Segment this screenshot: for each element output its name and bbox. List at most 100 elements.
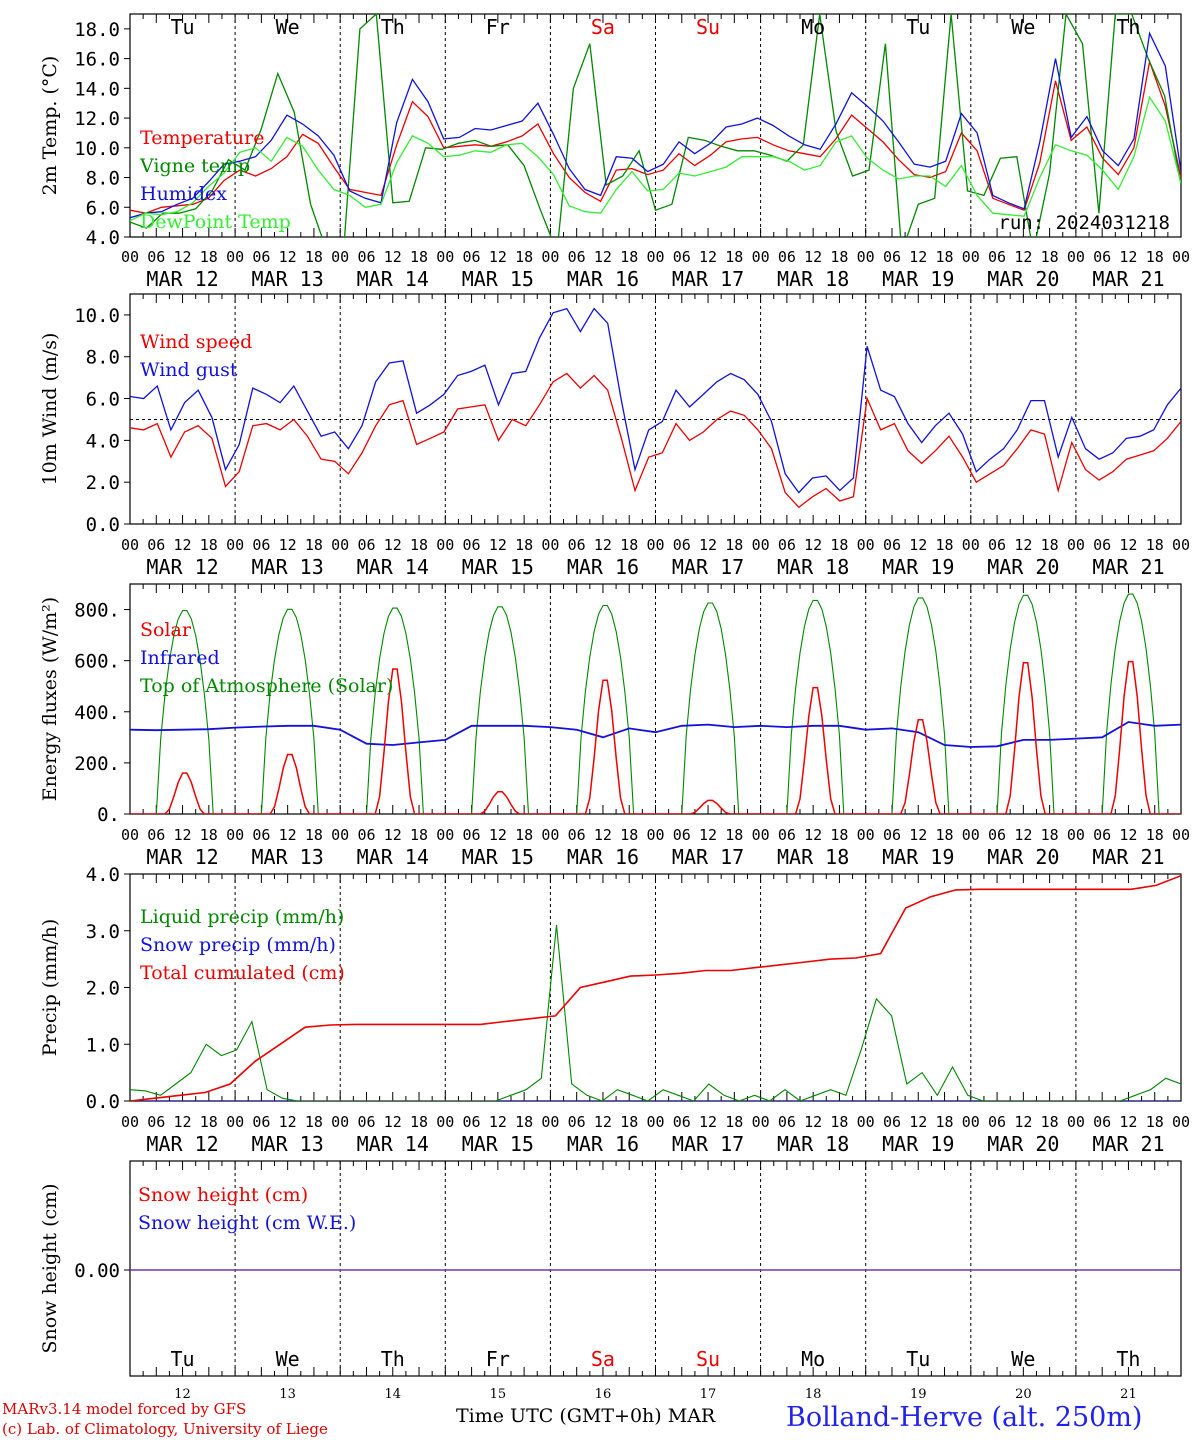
hour-tick-label: 18 [305, 1113, 323, 1131]
hour-tick-label: 12 [489, 536, 507, 554]
legend-entry: Top of Atmosphere (Solar) [140, 675, 393, 697]
hour-tick-label: 00 [752, 248, 770, 266]
hour-tick-label: 00 [226, 1113, 244, 1131]
hour-tick-label: 12 [804, 1113, 822, 1131]
hour-tick-label: 00 [857, 1113, 875, 1131]
y-tick-label: 14.0 [74, 78, 120, 100]
date-label: MAR 18 [777, 1132, 849, 1156]
y-tick-label: 2.0 [86, 978, 120, 1000]
wind-series-line [130, 372, 1181, 509]
legend-entry: Vigne temp [139, 155, 250, 177]
hour-tick-label: 18 [410, 248, 428, 266]
date-label: MAR 17 [672, 267, 744, 291]
weekday-label: Fr [486, 15, 510, 39]
hour-tick-label: 00 [1172, 536, 1190, 554]
hour-tick-label: 00 [1067, 248, 1085, 266]
day-number-label: 13 [279, 1387, 296, 1402]
weekday-label: Sa [591, 15, 615, 39]
weekday-label: We [276, 15, 300, 39]
weekday-label: Tu [171, 15, 195, 39]
hour-tick-label: 00 [962, 536, 980, 554]
hour-tick-label: 06 [252, 248, 270, 266]
date-label: MAR 18 [777, 267, 849, 291]
hour-tick-label: 00 [121, 536, 139, 554]
hour-tick-label: 18 [1146, 248, 1164, 266]
hour-tick-label: 18 [830, 826, 848, 844]
date-label: MAR 17 [672, 1132, 744, 1156]
hour-tick-label: 18 [515, 826, 533, 844]
y-tick-label: 0.0 [86, 1091, 120, 1113]
run-annotation: run: 2024031218 [998, 212, 1170, 234]
hour-tick-label: 18 [1146, 1113, 1164, 1131]
weekday-label: Tu [906, 1347, 930, 1371]
hour-tick-label: 12 [594, 826, 612, 844]
hour-tick-label: 06 [778, 248, 796, 266]
date-label: MAR 13 [252, 555, 324, 579]
hour-tick-label: 18 [830, 248, 848, 266]
weekday-label: We [276, 1347, 300, 1371]
weekday-label: We [1011, 15, 1035, 39]
y-axis-label: Snow height (cm) [39, 1183, 61, 1353]
y-axis-label: Energy fluxes (W/m²) [39, 597, 61, 801]
hour-tick-label: 12 [1014, 536, 1032, 554]
date-label: MAR 16 [567, 1132, 639, 1156]
hour-tick-label: 18 [515, 536, 533, 554]
model-credit-line1: MARv3.14 model forced by GFS [2, 1400, 247, 1418]
hour-tick-label: 06 [673, 826, 691, 844]
time-axis-label: Time UTC (GMT+0h) [456, 1405, 662, 1427]
date-label: MAR 20 [987, 267, 1059, 291]
date-label: MAR 14 [357, 1132, 429, 1156]
hour-tick-label: 12 [699, 1113, 717, 1131]
hour-tick-label: 06 [357, 248, 375, 266]
hour-tick-label: 00 [752, 1113, 770, 1131]
hour-tick-label: 12 [594, 248, 612, 266]
hour-tick-label: 12 [909, 1113, 927, 1131]
hour-tick-label: 00 [857, 826, 875, 844]
hour-tick-label: 12 [279, 248, 297, 266]
hour-tick-label: 00 [436, 826, 454, 844]
hour-tick-label: 12 [1119, 248, 1137, 266]
y-tick-label: 800. [74, 600, 120, 622]
hour-tick-label: 06 [568, 248, 586, 266]
hour-tick-label: 00 [331, 826, 349, 844]
date-label: MAR 20 [987, 845, 1059, 869]
weekday-label: Th [1116, 1347, 1140, 1371]
day-number-label: 16 [595, 1387, 612, 1402]
hour-tick-label: 18 [725, 826, 743, 844]
legend-entry: DewPoint Temp [140, 211, 291, 233]
date-label: MAR 14 [357, 267, 429, 291]
legend-entry: Wind gust [140, 359, 238, 381]
date-label: MAR 12 [146, 845, 218, 869]
weekday-label: Su [696, 15, 720, 39]
hour-tick-label: 12 [384, 248, 402, 266]
hour-tick-label: 18 [1041, 536, 1059, 554]
hour-tick-label: 18 [620, 536, 638, 554]
hour-tick-label: 06 [883, 1113, 901, 1131]
y-tick-label: 10.0 [74, 305, 120, 327]
hour-tick-label: 12 [909, 248, 927, 266]
plot-frame [129, 13, 1182, 238]
date-label: MAR 13 [252, 845, 324, 869]
y-tick-label: 0.0 [86, 514, 120, 536]
date-label: MAR 19 [882, 1132, 954, 1156]
hour-tick-label: 00 [121, 826, 139, 844]
toa-solar-line [130, 593, 1181, 814]
y-tick-label: 4.0 [86, 430, 120, 452]
hour-tick-label: 12 [804, 826, 822, 844]
hour-tick-label: 06 [778, 536, 796, 554]
hour-tick-label: 00 [226, 248, 244, 266]
day-number-label: 17 [700, 1387, 717, 1402]
hour-tick-label: 00 [962, 1113, 980, 1131]
date-label: MAR 19 [882, 555, 954, 579]
hour-tick-label: 00 [646, 826, 664, 844]
hour-tick-label: 00 [226, 536, 244, 554]
date-label: MAR 13 [252, 267, 324, 291]
hour-tick-label: 12 [804, 248, 822, 266]
hour-tick-label: 12 [174, 248, 192, 266]
hour-tick-label: 00 [541, 1113, 559, 1131]
hour-tick-label: 18 [200, 826, 218, 844]
hour-tick-label: 12 [174, 826, 192, 844]
day-number-label: 12 [174, 1387, 191, 1402]
date-label: MAR 19 [882, 845, 954, 869]
hour-tick-label: 18 [200, 248, 218, 266]
